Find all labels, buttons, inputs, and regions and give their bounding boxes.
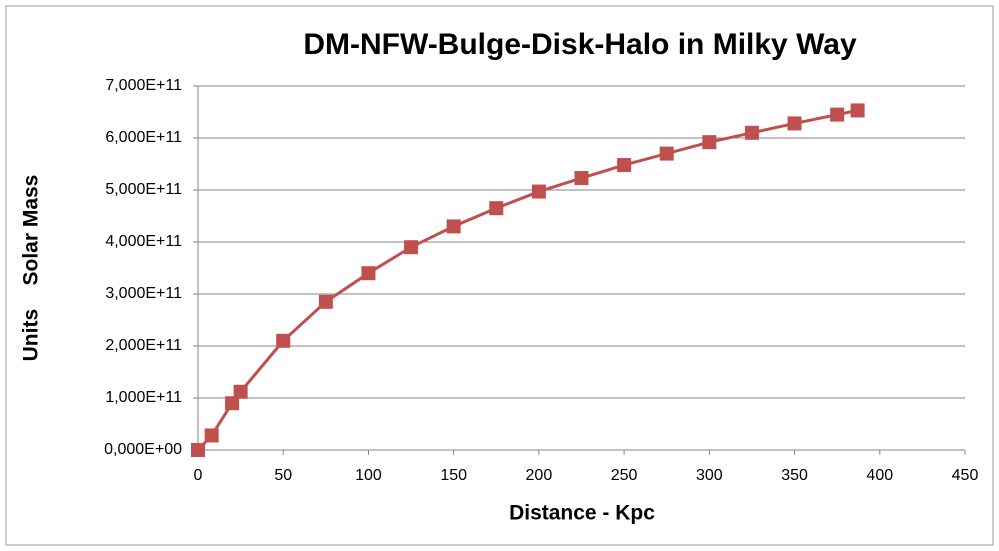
y-tick-label: 1,000E+11 [105, 389, 182, 406]
data-point [531, 184, 546, 199]
data-point [225, 396, 240, 411]
data-point [850, 103, 865, 118]
y-tick-label: 6,000E+11 [105, 129, 182, 146]
x-tick-label: 300 [696, 467, 723, 484]
data-point [617, 158, 632, 173]
y-axis-label: Units Solar Mass [20, 175, 43, 362]
y-tick-label: 2,000E+11 [105, 337, 182, 354]
data-point [830, 107, 845, 122]
chart-title: DM-NFW-Bulge-Disk-Halo in Milky Way [303, 28, 857, 61]
data-point [574, 171, 589, 186]
data-point [659, 146, 674, 161]
y-tick-label: 5,000E+11 [105, 181, 182, 198]
data-point [204, 428, 219, 443]
y-tick-label: 4,000E+11 [105, 233, 182, 250]
data-point [744, 125, 759, 140]
data-point [191, 443, 205, 457]
data-point [318, 294, 333, 309]
y-tick-label: 7,000E+11 [105, 77, 182, 94]
x-tick-label: 100 [355, 467, 382, 484]
data-point [489, 201, 504, 216]
data-point [233, 384, 248, 399]
y-tick-label: 3,000E+11 [105, 285, 182, 302]
x-tick-label: 50 [274, 467, 292, 484]
data-point [404, 240, 419, 255]
x-tick-label: 150 [440, 467, 467, 484]
x-tick-label: 350 [781, 467, 808, 484]
x-tick-label: 450 [952, 467, 979, 484]
x-tick-label: 400 [866, 467, 893, 484]
x-tick-label: 0 [194, 467, 203, 484]
data-point [702, 135, 717, 150]
y-tick-label: 0,000E+00 [104, 441, 182, 458]
data-point [276, 333, 291, 348]
x-axis-label: Distance - Kpc [509, 502, 655, 525]
data-point [446, 219, 461, 234]
x-tick-label: 200 [526, 467, 553, 484]
data-point [361, 266, 376, 281]
data-point [787, 116, 802, 131]
chart-border [5, 5, 994, 546]
x-tick-label: 250 [611, 467, 638, 484]
